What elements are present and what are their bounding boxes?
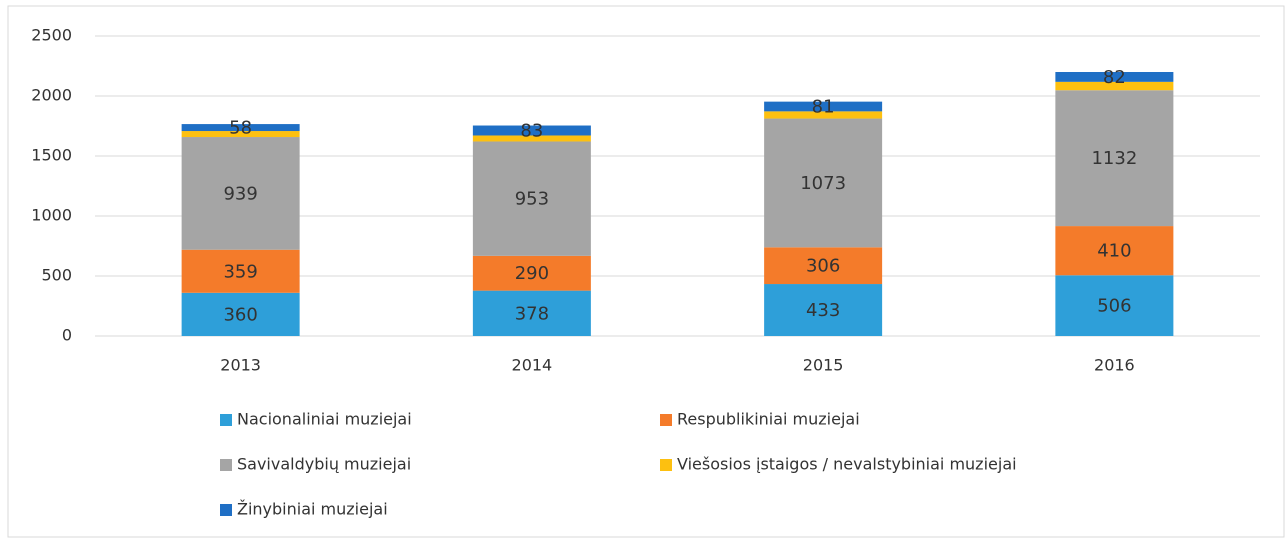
- y-tick-label: 500: [41, 266, 72, 285]
- legend-swatch: [220, 414, 232, 426]
- bar-segment: [764, 247, 883, 285]
- data-label: 1132: [1091, 148, 1137, 169]
- legend-label: Žinybiniai muziejai: [237, 500, 388, 519]
- legend-label: Savivaldybių muziejai: [237, 455, 411, 474]
- y-tick-label: 2000: [31, 86, 72, 105]
- data-label: 82: [1103, 67, 1126, 88]
- bar-segment: [181, 131, 300, 138]
- bar-segment: [1055, 226, 1174, 276]
- bar-segment: [181, 292, 300, 336]
- legend-swatch: [660, 414, 672, 426]
- data-label: 83: [520, 121, 543, 142]
- bar-segment: [472, 290, 591, 336]
- data-label: 410: [1097, 241, 1131, 262]
- data-label: 953: [515, 189, 549, 210]
- data-label: 81: [812, 97, 835, 118]
- bar-segment: [1055, 90, 1174, 227]
- legend-label: Nacionaliniai muziejai: [237, 410, 412, 429]
- bar-segment: [181, 249, 300, 293]
- legend-label: Respublikiniai muziejai: [677, 410, 860, 429]
- bar-segment: [181, 137, 300, 250]
- legend-swatch: [660, 459, 672, 471]
- y-tick-label: 1500: [31, 146, 72, 165]
- data-label: 290: [515, 263, 549, 284]
- legend-swatch: [220, 459, 232, 471]
- y-tick-label: 1000: [31, 206, 72, 225]
- bar-segment: [472, 135, 591, 142]
- bar-segment: [764, 284, 883, 336]
- data-label: 359: [223, 261, 257, 282]
- data-label: 939: [223, 183, 257, 204]
- data-label: 1073: [800, 173, 846, 194]
- legend-label: Viešosios įstaigos / nevalstybiniai muzi…: [677, 455, 1017, 474]
- legend-swatch: [220, 504, 232, 516]
- chart-border: [7, 5, 1285, 538]
- data-label: 433: [806, 300, 840, 321]
- bar-segment: [472, 125, 591, 136]
- bar-segment: [181, 124, 300, 132]
- bar-segment: [1055, 72, 1174, 82]
- y-tick-label: 2500: [31, 26, 72, 45]
- bar-segment: [472, 255, 591, 291]
- x-tick-label: 2014: [512, 356, 553, 375]
- y-tick-label: 0: [62, 326, 72, 345]
- data-label: 306: [806, 256, 840, 277]
- data-label: 58: [229, 118, 252, 139]
- bar-segment: [764, 111, 883, 119]
- bar-segment: [1055, 275, 1174, 336]
- bar-segment: [1055, 81, 1174, 91]
- bar-segment: [472, 141, 591, 256]
- data-label: 360: [223, 304, 257, 325]
- x-tick-label: 2013: [220, 356, 261, 375]
- data-label: 378: [515, 303, 549, 324]
- bar-segment: [764, 118, 883, 248]
- x-tick-label: 2015: [803, 356, 844, 375]
- bar-segment: [764, 101, 883, 112]
- x-tick-label: 2016: [1094, 356, 1135, 375]
- data-label: 506: [1097, 296, 1131, 317]
